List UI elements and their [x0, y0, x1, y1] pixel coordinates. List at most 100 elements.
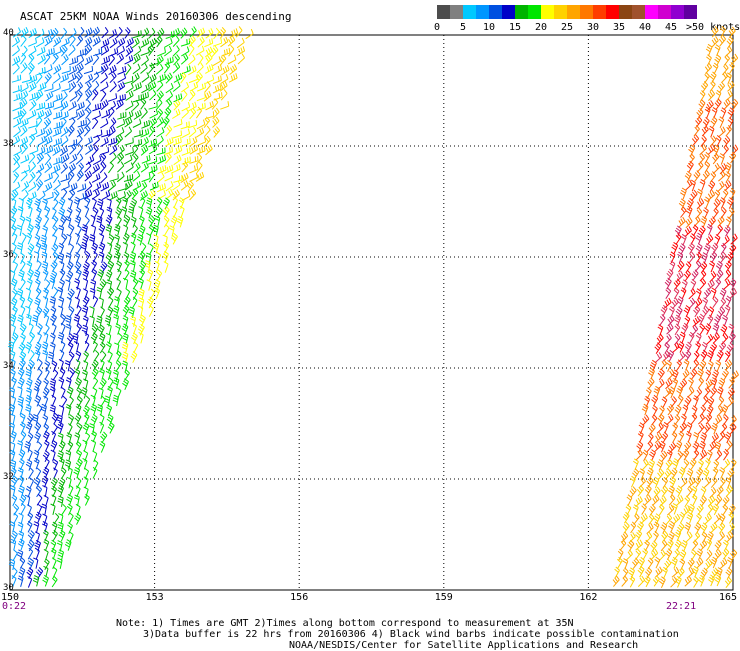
wind-barb [25, 485, 32, 498]
wind-barb-shaft [693, 305, 701, 318]
wind-barb [148, 101, 158, 110]
wind-barb-shaft [685, 531, 693, 543]
wind-barb [630, 475, 636, 488]
wind-barb [718, 522, 726, 534]
wind-barb-shaft [60, 45, 68, 57]
wind-barb-shaft [180, 121, 190, 130]
wind-barb-shaft [68, 351, 75, 364]
wind-barb-shaft [93, 349, 100, 362]
wind-barb-shaft [36, 46, 46, 56]
wind-barb [20, 98, 28, 110]
wind-barb-shaft [32, 414, 39, 426]
wind-barb [180, 121, 190, 130]
wind-barb [140, 136, 149, 148]
wind-barb-shaft [109, 191, 118, 201]
wind-barb-shaft [12, 161, 21, 173]
wind-barb [32, 414, 39, 426]
wind-barb [75, 153, 84, 165]
wind-barb-shaft [91, 323, 99, 336]
wind-barb [74, 368, 81, 381]
wind-barb-shaft [614, 566, 620, 579]
wind-barb-shaft [36, 128, 46, 138]
wind-barb [35, 169, 42, 182]
wind-barb-shaft [16, 549, 24, 561]
wind-barb-shaft [33, 521, 40, 533]
wind-barb-shaft [10, 324, 16, 336]
wind-barb-shaft [211, 98, 219, 110]
wind-barb [130, 216, 137, 228]
wind-barb [34, 198, 41, 210]
wind-barb [131, 37, 140, 49]
wind-barb-shaft [714, 54, 722, 67]
wind-barb-shaft [77, 26, 85, 39]
wind-barb [112, 305, 120, 317]
wind-barb [705, 333, 714, 345]
wind-barb-shaft [724, 431, 732, 444]
wind-barb [93, 295, 99, 308]
wind-barb [53, 156, 63, 165]
wind-barb-shaft [99, 279, 107, 291]
wind-barb [700, 486, 707, 498]
wind-barb-shaft [212, 126, 220, 138]
wind-barb [650, 548, 659, 560]
legend-swatch [515, 5, 528, 19]
wind-barb-shaft [173, 174, 183, 183]
wind-barb-shaft [76, 386, 82, 399]
wind-barb [684, 395, 692, 408]
wind-barb-shaft [77, 162, 84, 175]
wind-barb [149, 288, 156, 301]
wind-barb-shaft [694, 260, 702, 272]
wind-barb [73, 196, 81, 209]
wind-barb-shaft [709, 135, 717, 147]
wind-barb [74, 413, 82, 425]
wind-barb [728, 332, 736, 344]
wind-barb [648, 513, 655, 526]
wind-barb [686, 511, 694, 524]
wind-barb [666, 268, 674, 281]
wind-barb-shaft [12, 251, 18, 264]
wind-barb [707, 495, 716, 507]
wind-barb [69, 56, 79, 66]
wind-barb [81, 304, 89, 317]
wind-barb [141, 27, 150, 39]
wind-barb-shaft [26, 268, 34, 281]
wind-barb [197, 53, 204, 66]
wind-barb-shaft [702, 305, 710, 318]
wind-barb-shaft [17, 538, 25, 551]
wind-barb-shaft [148, 27, 156, 39]
wind-barb-shaft [220, 36, 229, 48]
wind-barb [53, 111, 63, 120]
wind-barb [27, 205, 33, 218]
wind-barb-shaft [93, 48, 103, 57]
wind-barb [719, 153, 725, 165]
wind-barb-shaft [157, 73, 167, 83]
wind-barb-shaft [163, 215, 170, 228]
wind-barb [695, 288, 702, 300]
wind-barb-shaft [131, 188, 139, 200]
wind-barb-shaft [641, 503, 647, 515]
wind-barb-shaft [67, 467, 73, 479]
wind-barb-shaft [677, 260, 685, 273]
wind-barb [714, 549, 722, 561]
wind-barb-shaft [83, 476, 89, 489]
wind-barb [133, 162, 141, 174]
wind-barb-shaft [12, 232, 18, 245]
wind-barb [65, 449, 72, 462]
wind-barb [67, 125, 75, 137]
wind-barb [188, 44, 195, 57]
wind-barb [106, 287, 115, 299]
wind-barb [636, 521, 644, 533]
wind-barb-shaft [700, 522, 708, 535]
wind-barb-shaft [19, 295, 26, 308]
wind-barb [729, 243, 737, 256]
wind-barb-shaft [683, 505, 691, 516]
wind-barb [61, 233, 68, 246]
wind-barb-shaft [69, 91, 78, 102]
wind-barb-shaft [29, 161, 37, 173]
wind-barb [68, 484, 74, 497]
wind-barb-shaft [27, 576, 33, 588]
wind-barb [681, 322, 689, 335]
wind-barb [212, 38, 223, 47]
wind-barb [44, 182, 53, 193]
wind-barb [652, 494, 660, 506]
